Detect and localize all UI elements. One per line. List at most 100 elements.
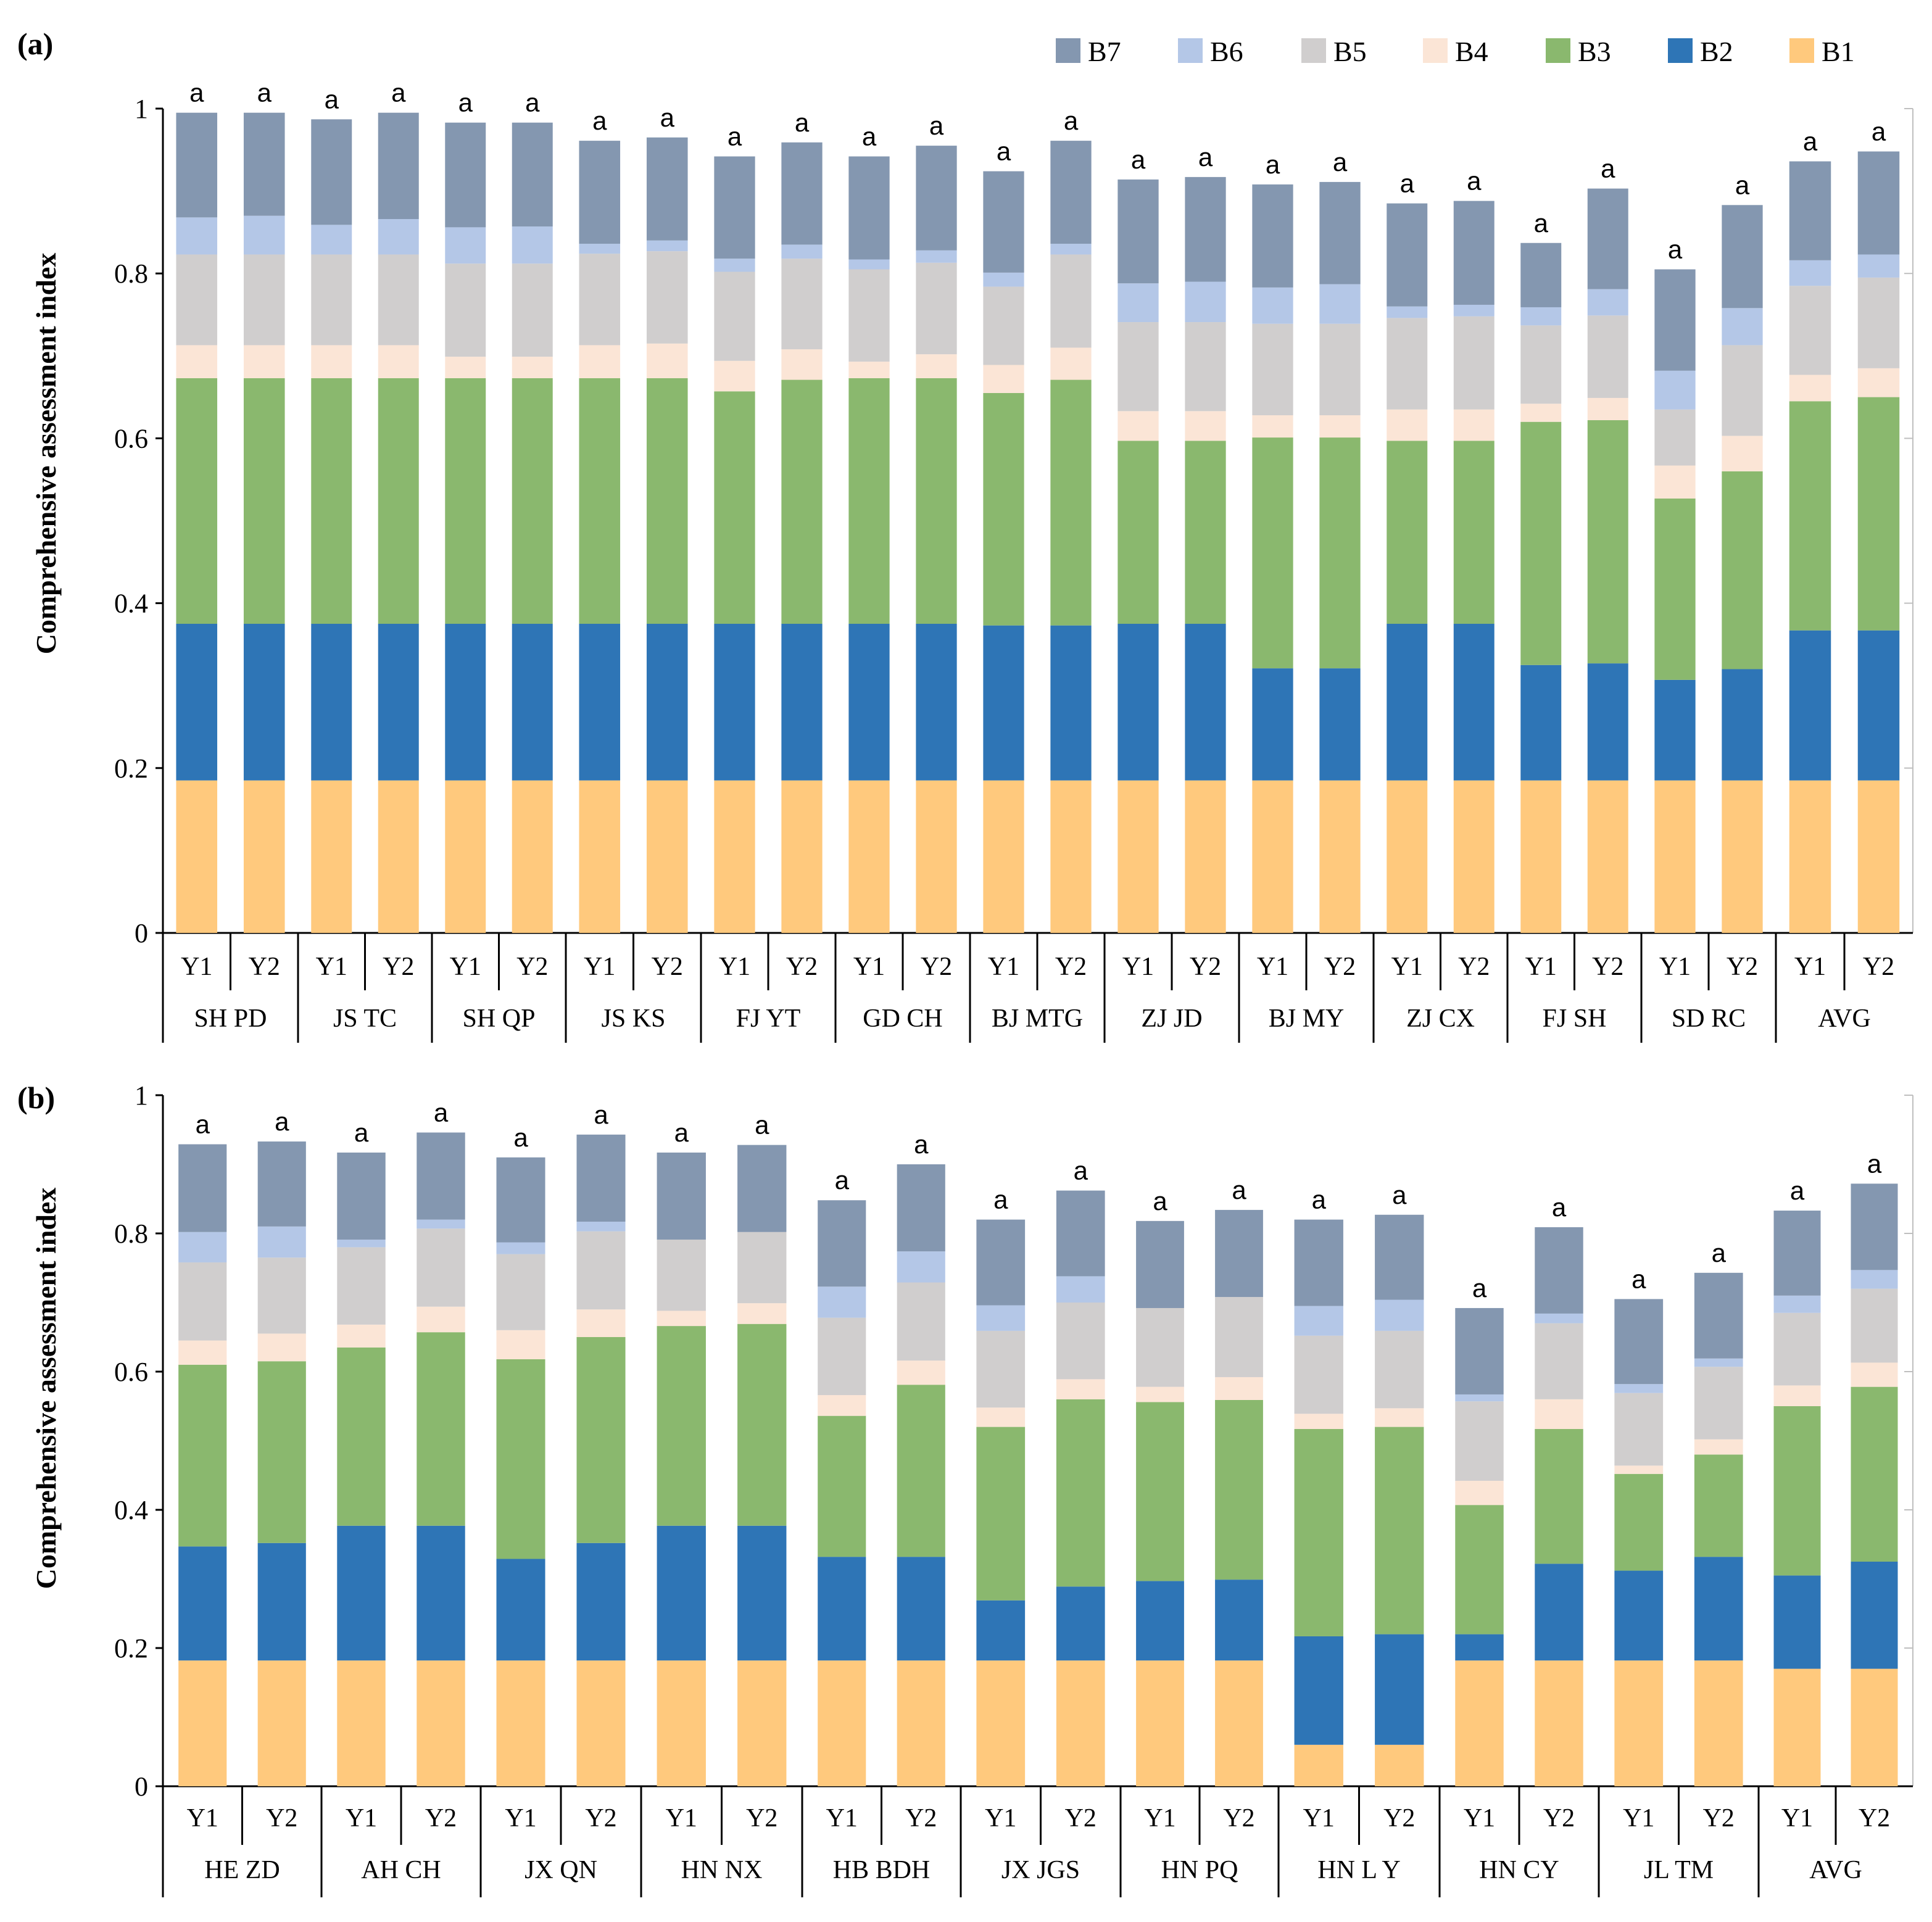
panel-b-bar-avg-y1-b3 [1773, 1406, 1821, 1576]
panel-a-y-axis-title: Comprehensive assessment index [30, 253, 62, 655]
panel-b-bar-he-zd-y1-b7 [178, 1144, 227, 1232]
panel-a-bar-bj-my-y2-b6 [1319, 284, 1361, 324]
panel-b-bar-hb-bdh-y2-b1 [897, 1660, 945, 1786]
panel-a-bar-sh-pd-y2-b2 [243, 624, 285, 781]
panel-a-bar-sd-rc-y1-b1 [1654, 780, 1696, 933]
panel-b-bar-hn-l-y-y2-b5 [1375, 1330, 1424, 1409]
panel-a-bar-avg-y1-b5 [1789, 286, 1831, 375]
legend-label-b2: B2 [1700, 36, 1733, 67]
panel-b-y-tick-label: 0.4 [114, 1495, 148, 1525]
panel-a-bar-avg-y2-b2 [1857, 630, 1900, 781]
panel-b-bar-ah-ch-y1-b3 [337, 1347, 386, 1526]
panel-b-sig-label-jl-tm-y2: a [1712, 1238, 1727, 1267]
panel-a-bar-sh-pd-y2-b3 [243, 378, 285, 624]
panel-a-x-sub-label: Y2 [249, 953, 280, 981]
panel-b-bar-ah-ch-y1-b1 [337, 1660, 386, 1786]
panel-a-bar-bj-mtg-y2-b6 [1050, 244, 1092, 255]
panel-b-x-group-label-jx-qn: JX QN [524, 1856, 597, 1884]
panel-b-sig-label-hn-nx-y2: a [755, 1111, 769, 1140]
panel-a-y-tick-label: 1 [135, 94, 148, 124]
legend-swatch-b7 [1056, 38, 1080, 63]
panel-a-bar-sd-rc-y2-b2 [1722, 669, 1763, 781]
panel-a-bar-fj-yt-y2-b1 [781, 780, 823, 933]
panel-a-bar-sh-qp-y1-b6 [445, 227, 486, 264]
panel-a-bar-sh-qp-y1-b1 [445, 780, 486, 933]
panel-a-bar-bj-my-y2-b1 [1319, 780, 1361, 933]
legend-swatch-b2 [1668, 38, 1693, 63]
panel-b-bar-hb-bdh-y1-b4 [818, 1395, 866, 1416]
panel-a-bar-bj-my-y1-b4 [1252, 415, 1293, 438]
panel-a-bar-bj-mtg-y1-b2 [983, 625, 1024, 781]
panel-a-sig-label-avg-y1: a [1803, 127, 1818, 156]
panel-b-bar-jx-qn-y1-b5 [496, 1254, 545, 1330]
panel-b-bar-hn-l-y-y1-b1 [1294, 1744, 1343, 1786]
panel-a-bar-bj-my-y2-b2 [1319, 668, 1361, 781]
panel-a-bar-sh-qp-y1-b7 [445, 122, 486, 228]
panel-a-bar-js-tc-y2-b1 [378, 780, 419, 933]
panel-b-x-sub-label: Y2 [905, 1804, 937, 1833]
panel-a-x-group-label-bj-mtg: BJ MTG [992, 1004, 1083, 1033]
panel-b-bar-he-zd-y2-b4 [257, 1333, 306, 1362]
panel-a-bar-avg-y2-b7 [1857, 151, 1900, 255]
panel-b-bar-jx-jgs-y1-b6 [976, 1305, 1026, 1331]
panel-b-bar-hn-cy-y2-b5 [1535, 1323, 1583, 1399]
panel-a-x-sub-label: Y1 [1525, 953, 1557, 981]
panel-b-label: (b) [17, 1080, 55, 1115]
panel-b-bar-hn-cy-y1-b7 [1455, 1307, 1504, 1394]
panel-b-sig-label-he-zd-y1: a [196, 1110, 210, 1139]
panel-a-bar-zj-jd-y1-b4 [1117, 411, 1159, 441]
panel-b-bar-hn-nx-y2-b1 [737, 1660, 787, 1786]
panel-a-bar-sh-pd-y1-b1 [176, 780, 218, 933]
panel-a-bar-js-ks-y1-b5 [579, 254, 621, 346]
panel-b-bar-jx-jgs-y1-b1 [976, 1660, 1026, 1786]
panel-b-bar-ah-ch-y2-b6 [417, 1219, 465, 1229]
panel-b-bar-jx-jgs-y2-b6 [1056, 1276, 1105, 1303]
panel-b-sig-label-hb-bdh-y1: a [835, 1166, 850, 1195]
panel-b-x-sub-label: Y1 [187, 1804, 218, 1833]
panel-b-bar-ah-ch-y1-b4 [337, 1324, 386, 1348]
panel-a-bar-fj-sh-y1-b2 [1520, 665, 1562, 781]
panel-a-bar-zj-cx-y1-b3 [1387, 441, 1428, 624]
panel-a-x-group-label-js-ks: JS KS [602, 1004, 666, 1033]
panel-b-bar-jx-qn-y2-b3 [576, 1337, 626, 1543]
panel-b-bar-hn-pq-y1-b4 [1136, 1386, 1184, 1402]
panel-a-bar-sd-rc-y2-b7 [1722, 205, 1763, 309]
panel-b-bar-jx-jgs-y1-b7 [976, 1219, 1026, 1306]
panel-b-bar-ah-ch-y1-b5 [337, 1247, 386, 1325]
panel-a-bar-fj-yt-y1-b3 [714, 391, 755, 624]
panel-a-x-sub-label: Y1 [316, 953, 347, 981]
panel-b-bar-avg-y1-b5 [1773, 1312, 1821, 1386]
panel-b-bar-avg-y1-b7 [1773, 1211, 1821, 1296]
panel-a-bar-sd-rc-y1-b7 [1654, 269, 1696, 371]
panel-a-bar-fj-sh-y1-b1 [1520, 780, 1562, 933]
panel-a-bar-sh-pd-y1-b3 [176, 378, 218, 624]
panel-a-bar-fj-sh-y2-b6 [1587, 289, 1628, 316]
panel-b-sig-label-jx-qn-y2: a [594, 1100, 608, 1129]
panel-a-bar-avg-y1-b2 [1789, 630, 1831, 781]
legend-swatch-b5 [1301, 38, 1326, 63]
panel-b-bar-hn-pq-y2-b2 [1215, 1580, 1263, 1661]
panel-a-bar-zj-jd-y1-b7 [1117, 179, 1159, 284]
panel-b-y-tick-label: 0.2 [114, 1633, 148, 1663]
panel-a-bar-zj-cx-y1-b1 [1387, 780, 1428, 933]
panel-b-bar-jx-jgs-y2-b7 [1056, 1190, 1105, 1277]
panel-b-y-tick-label: 1 [135, 1080, 148, 1111]
panel-a-bar-sh-pd-y2-b5 [243, 254, 285, 346]
panel-b-bar-ah-ch-y2-b5 [417, 1228, 465, 1307]
panel-a-x-sub-label: Y1 [1122, 953, 1154, 981]
panel-b-bar-hn-nx-y1-b2 [657, 1525, 706, 1661]
panel-a-bar-sh-pd-y2-b6 [243, 215, 285, 255]
panel-b-bar-hn-nx-y2-b2 [737, 1525, 787, 1661]
panel-a-bar-sd-rc-y1-b4 [1654, 465, 1696, 499]
panel-a-bar-sd-rc-y2-b6 [1722, 308, 1763, 346]
panel-a-x-sub-label: Y2 [516, 953, 548, 981]
panel-b-bar-hn-pq-y2-b7 [1215, 1209, 1263, 1298]
panel-a-bar-fj-yt-y2-b5 [781, 259, 823, 350]
panel-a-bar-zj-jd-y2-b1 [1185, 780, 1226, 933]
panel-a-bar-bj-my-y2-b7 [1319, 181, 1361, 284]
panel-a-y-tick-label: 0.2 [114, 753, 148, 784]
panel-b-bar-jl-tm-y2-b1 [1694, 1660, 1743, 1786]
panel-a-bar-zj-cx-y2-b3 [1453, 441, 1495, 624]
panel-a-bar-zj-cx-y2-b5 [1453, 316, 1495, 410]
